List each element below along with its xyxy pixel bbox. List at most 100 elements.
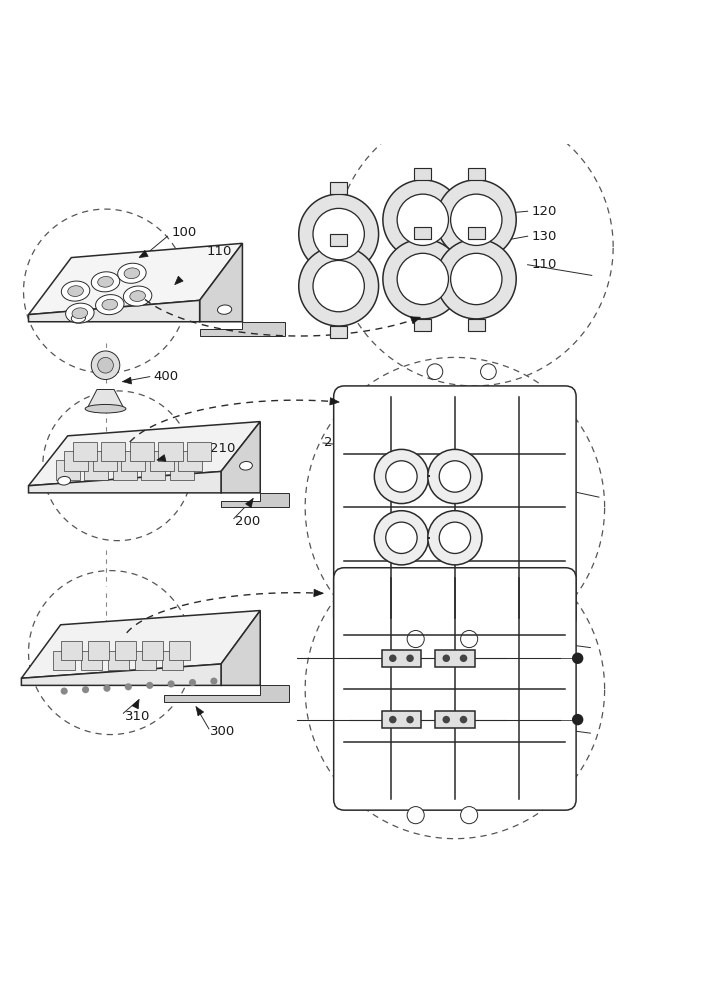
Text: 210: 210 bbox=[210, 442, 236, 455]
FancyBboxPatch shape bbox=[88, 641, 109, 660]
Circle shape bbox=[461, 630, 478, 648]
Circle shape bbox=[481, 364, 496, 380]
Text: 100: 100 bbox=[171, 226, 196, 239]
FancyBboxPatch shape bbox=[334, 386, 576, 628]
FancyBboxPatch shape bbox=[53, 651, 75, 670]
Circle shape bbox=[98, 357, 113, 373]
Circle shape bbox=[460, 716, 467, 723]
Ellipse shape bbox=[58, 476, 71, 485]
Circle shape bbox=[91, 351, 120, 380]
Circle shape bbox=[406, 655, 414, 662]
FancyBboxPatch shape bbox=[142, 641, 163, 660]
FancyBboxPatch shape bbox=[414, 260, 431, 272]
Polygon shape bbox=[175, 276, 183, 285]
Circle shape bbox=[443, 655, 450, 662]
FancyBboxPatch shape bbox=[382, 711, 421, 728]
Polygon shape bbox=[330, 398, 339, 405]
Text: 210: 210 bbox=[528, 475, 553, 488]
FancyBboxPatch shape bbox=[64, 451, 88, 471]
Polygon shape bbox=[29, 243, 242, 315]
Circle shape bbox=[406, 716, 414, 723]
FancyBboxPatch shape bbox=[121, 451, 145, 471]
FancyBboxPatch shape bbox=[435, 711, 475, 728]
FancyBboxPatch shape bbox=[330, 326, 347, 338]
Polygon shape bbox=[132, 700, 139, 709]
Circle shape bbox=[313, 208, 364, 260]
FancyBboxPatch shape bbox=[93, 451, 117, 471]
Polygon shape bbox=[221, 611, 260, 685]
FancyBboxPatch shape bbox=[84, 460, 108, 480]
Polygon shape bbox=[29, 471, 221, 493]
Ellipse shape bbox=[71, 314, 86, 323]
Circle shape bbox=[461, 807, 478, 824]
FancyBboxPatch shape bbox=[330, 274, 347, 286]
FancyBboxPatch shape bbox=[330, 182, 347, 194]
FancyBboxPatch shape bbox=[435, 650, 475, 667]
Text: 320: 320 bbox=[528, 633, 553, 646]
Polygon shape bbox=[411, 317, 421, 324]
Polygon shape bbox=[157, 455, 166, 461]
Circle shape bbox=[397, 194, 448, 245]
Ellipse shape bbox=[102, 299, 118, 310]
Ellipse shape bbox=[98, 276, 113, 287]
FancyBboxPatch shape bbox=[135, 651, 156, 670]
Circle shape bbox=[427, 364, 443, 380]
Circle shape bbox=[572, 653, 583, 664]
Circle shape bbox=[374, 511, 429, 565]
FancyBboxPatch shape bbox=[382, 650, 421, 667]
Ellipse shape bbox=[85, 404, 126, 413]
Circle shape bbox=[407, 807, 424, 824]
Text: 230: 230 bbox=[324, 436, 350, 449]
Ellipse shape bbox=[66, 303, 94, 323]
Polygon shape bbox=[21, 664, 221, 685]
Circle shape bbox=[460, 655, 467, 662]
FancyBboxPatch shape bbox=[187, 442, 211, 461]
Text: 110: 110 bbox=[207, 245, 232, 258]
FancyBboxPatch shape bbox=[113, 460, 137, 480]
Polygon shape bbox=[245, 499, 253, 508]
FancyBboxPatch shape bbox=[468, 260, 485, 272]
Circle shape bbox=[451, 194, 502, 245]
FancyBboxPatch shape bbox=[468, 227, 485, 239]
Circle shape bbox=[436, 239, 516, 319]
Circle shape bbox=[299, 194, 379, 274]
Text: 200: 200 bbox=[235, 515, 260, 528]
Ellipse shape bbox=[123, 286, 152, 306]
FancyBboxPatch shape bbox=[150, 451, 174, 471]
FancyBboxPatch shape bbox=[61, 641, 82, 660]
Polygon shape bbox=[221, 422, 260, 493]
Polygon shape bbox=[200, 243, 242, 322]
Ellipse shape bbox=[124, 268, 140, 279]
Circle shape bbox=[386, 461, 417, 492]
FancyBboxPatch shape bbox=[141, 460, 165, 480]
Circle shape bbox=[436, 180, 516, 260]
Circle shape bbox=[572, 714, 583, 725]
Circle shape bbox=[386, 522, 417, 553]
Ellipse shape bbox=[96, 295, 124, 315]
Ellipse shape bbox=[61, 281, 90, 301]
Text: 300: 300 bbox=[210, 725, 235, 738]
Text: 130: 130 bbox=[531, 230, 557, 243]
Circle shape bbox=[125, 683, 132, 690]
Circle shape bbox=[397, 253, 448, 305]
Circle shape bbox=[439, 522, 471, 553]
FancyBboxPatch shape bbox=[108, 651, 129, 670]
FancyBboxPatch shape bbox=[414, 168, 431, 180]
Circle shape bbox=[146, 682, 153, 689]
FancyBboxPatch shape bbox=[178, 451, 202, 471]
FancyBboxPatch shape bbox=[56, 460, 80, 480]
Circle shape bbox=[443, 716, 450, 723]
Polygon shape bbox=[314, 589, 323, 597]
FancyBboxPatch shape bbox=[414, 319, 431, 331]
Polygon shape bbox=[164, 685, 289, 702]
Polygon shape bbox=[21, 611, 260, 678]
Polygon shape bbox=[196, 707, 204, 716]
Circle shape bbox=[103, 685, 111, 692]
Ellipse shape bbox=[91, 272, 120, 292]
FancyBboxPatch shape bbox=[130, 442, 154, 461]
FancyBboxPatch shape bbox=[334, 568, 576, 810]
Circle shape bbox=[428, 449, 482, 504]
Ellipse shape bbox=[240, 461, 252, 470]
Circle shape bbox=[313, 260, 364, 312]
FancyBboxPatch shape bbox=[158, 442, 183, 461]
